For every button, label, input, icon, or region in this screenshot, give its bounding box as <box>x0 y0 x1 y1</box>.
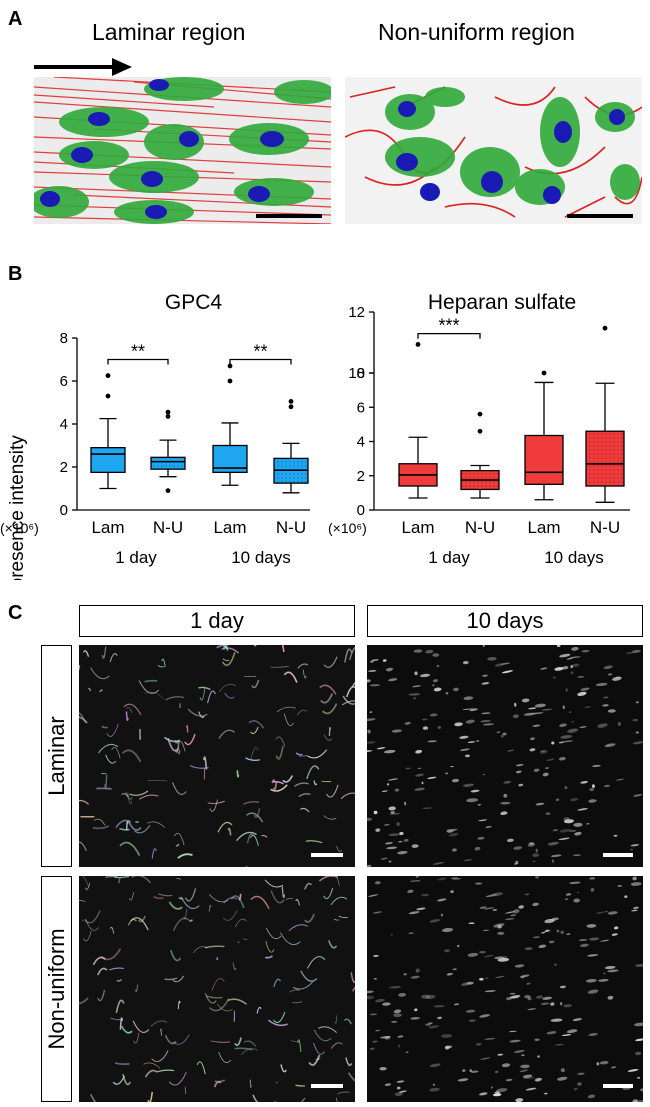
outlier-point <box>477 411 483 417</box>
x-category-label: N-U <box>153 518 183 537</box>
non-uniform-10-days-image <box>367 876 643 1102</box>
laminar-cell-micrograph <box>34 77 331 224</box>
row-header-laminar: Laminar <box>41 645 72 867</box>
panel-letter-a: A <box>8 8 23 30</box>
panel-letter-b: B <box>8 263 23 285</box>
y-tick-label: 2 <box>60 459 68 476</box>
laminar-1-day-image <box>79 645 355 867</box>
y-tick-label: 8 <box>357 365 365 382</box>
y-tick-label: 4 <box>357 434 365 451</box>
box-body <box>524 434 564 485</box>
non-uniform-cell-micrograph <box>345 77 642 224</box>
scale-bar <box>311 1084 343 1088</box>
y-tick-label: 12 <box>348 304 365 321</box>
box-n-u-1-day: N-U <box>150 409 186 537</box>
outlier-point <box>227 378 233 384</box>
outlier-point <box>105 393 111 399</box>
scale-bar <box>603 1084 633 1088</box>
box-body <box>585 430 625 487</box>
box-lam-1-day: Lam <box>398 342 438 537</box>
x-group-label: 1 day <box>428 548 470 567</box>
x-category-label: N-U <box>276 518 306 537</box>
y-tick-label: 10 <box>348 365 365 382</box>
box-plot-figure: Fluoresence intensity GPC4 0 2 4 6 8 Lam N-U Lam N… <box>0 291 630 580</box>
scale-bar <box>311 853 343 857</box>
significance-label: ** <box>131 342 145 362</box>
outlier-point <box>602 325 608 331</box>
box-n-u-10-days: N-U <box>585 325 625 537</box>
outlier-point <box>227 363 233 369</box>
significance-label: *** <box>438 316 459 336</box>
laminar-region-title: Laminar region <box>92 19 246 45</box>
y-tick-label: 0 <box>357 502 365 519</box>
x-group-label: 1 day <box>115 548 157 567</box>
scale-bar <box>567 214 633 218</box>
y-tick-label: 4 <box>60 416 68 433</box>
panel-letter-c: C <box>8 602 23 624</box>
scale-bar <box>603 853 633 857</box>
significance-bracket <box>229 358 292 365</box>
outlier-point <box>165 409 171 415</box>
non-uniform-region-title: Non-uniform region <box>378 19 575 45</box>
exponent-label: (×10⁶) <box>328 520 367 536</box>
outlier-point <box>415 342 421 347</box>
x-category-label: Lam <box>213 518 246 537</box>
box-lam-10-days: Lam <box>524 370 564 537</box>
row-label-non-uniform: Non-uniform <box>43 928 69 1050</box>
row-header-non-uniform: Non-uniform <box>41 876 72 1102</box>
non-uniform-1-day-image <box>79 876 355 1102</box>
significance-label: ** <box>253 342 267 362</box>
outlier-point <box>541 370 547 376</box>
box-plot-gpc4: GPC4 0 2 4 6 8 Lam N-U Lam N-U 1 day 10 days (×10⁶) *… <box>0 291 310 567</box>
outlier-point <box>477 428 483 434</box>
box-plot-heparan-sulfate: Heparan sulfate 0 2 4 6 810 12 Lam N-U Lam N-U 1 da… <box>328 291 630 567</box>
y-axis-label: Fluoresence intensity <box>7 435 28 580</box>
y-tick-label: 8 <box>60 330 68 347</box>
outlier-point <box>165 414 171 419</box>
box-lam-10-days: Lam <box>212 363 248 537</box>
box-body <box>150 456 186 470</box>
exponent-label: (×10⁶) <box>0 520 39 536</box>
significance-bracket <box>107 358 169 365</box>
x-group-label: 10 days <box>544 548 604 567</box>
box-n-u-1-day: N-U <box>460 411 500 537</box>
y-tick-label: 6 <box>60 373 68 390</box>
flow-direction-arrow <box>34 58 132 76</box>
x-group-label: 10 days <box>231 548 291 567</box>
x-category-label: N-U <box>590 518 620 537</box>
scale-bar <box>256 214 322 218</box>
x-category-label: N-U <box>465 518 495 537</box>
outlier-point <box>288 404 294 410</box>
box-n-u-10-days: N-U <box>273 399 309 537</box>
chart-title: Heparan sulfate <box>428 291 576 314</box>
y-tick-label: 0 <box>60 502 68 519</box>
x-category-label: Lam <box>91 518 124 537</box>
chart-title: GPC4 <box>165 291 223 314</box>
y-tick-label: 6 <box>357 399 365 416</box>
significance-bracket <box>417 332 481 339</box>
box-lam-1-day: Lam <box>90 373 126 537</box>
column-header-1-day: 1 day <box>79 605 355 637</box>
column-header-10-days: 10 days <box>367 605 643 637</box>
outlier-point <box>105 373 111 379</box>
y-tick-label: 2 <box>357 468 365 485</box>
outlier-point <box>288 399 294 404</box>
x-category-label: Lam <box>401 518 434 537</box>
box-body <box>90 446 126 474</box>
row-label-laminar: Laminar <box>43 716 69 796</box>
x-category-label: Lam <box>527 518 560 537</box>
outlier-point <box>165 488 171 494</box>
laminar-10-days-image <box>367 645 643 867</box>
